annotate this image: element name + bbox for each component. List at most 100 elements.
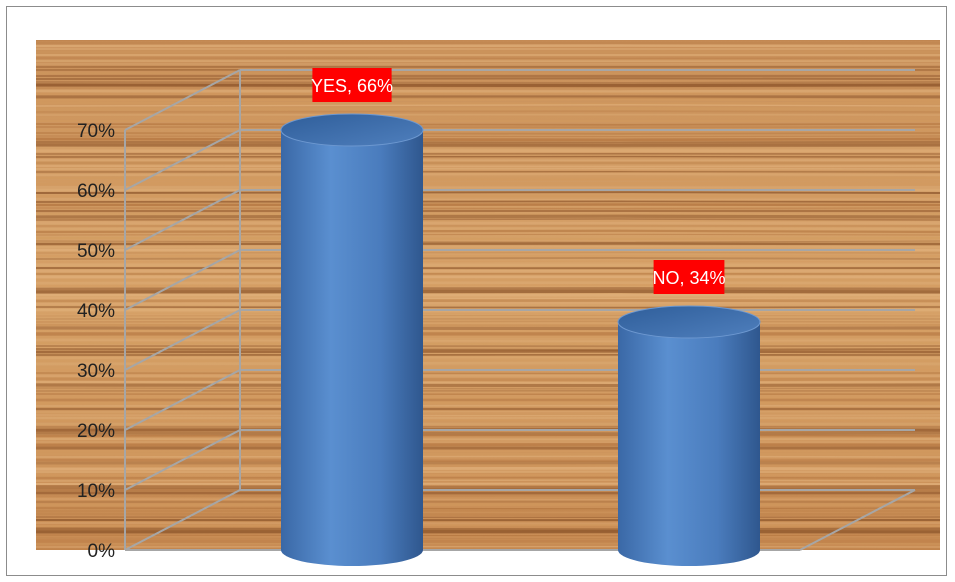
wood-grain-line — [36, 203, 940, 207]
wood-grain-line — [36, 530, 940, 534]
gridline-side — [124, 429, 241, 491]
wood-grain-line — [36, 537, 940, 540]
wood-grain-line — [36, 170, 940, 173]
wood-grain-line — [36, 89, 940, 94]
gridline-side — [124, 129, 241, 191]
wood-grain-line — [36, 416, 940, 420]
wood-grain-line — [36, 314, 940, 317]
wood-grain-line — [36, 256, 940, 260]
wood-grain-line — [36, 419, 940, 422]
wood-grain-line — [36, 503, 940, 507]
wood-grain-line — [36, 97, 940, 102]
wood-grain-line — [36, 332, 940, 337]
wood-grain-line — [36, 214, 940, 219]
wood-grain-line — [36, 393, 940, 395]
wood-grain-line — [36, 135, 940, 138]
wood-grain-line — [36, 407, 940, 411]
wood-grain-line — [36, 377, 940, 382]
bar-series — [280, 113, 761, 566]
wood-grain-line — [36, 438, 940, 441]
wood-grain-line — [36, 176, 940, 180]
wood-grain-line — [36, 115, 940, 120]
wood-grain-line — [36, 361, 940, 366]
data-label-box — [312, 68, 392, 102]
wood-grain-line — [36, 485, 940, 490]
wood-grain-line — [36, 507, 940, 510]
data-label-yes: YES, 66% — [311, 68, 393, 102]
wood-grain-line — [36, 305, 940, 309]
wood-grain-line — [36, 458, 940, 463]
wood-grain-line — [36, 289, 940, 294]
wood-grain-line — [36, 207, 940, 210]
y-tick-label: 10% — [77, 481, 115, 502]
wood-grain-line — [36, 297, 940, 300]
gridline-side — [124, 489, 241, 551]
wood-grain-line — [36, 431, 940, 436]
wood-grain-line — [36, 251, 940, 254]
wood-grain-line — [36, 491, 940, 496]
wood-grain-line — [36, 527, 940, 532]
wood-grain-line — [36, 57, 940, 60]
wood-grain-line — [36, 400, 940, 405]
wood-grain-line — [36, 466, 940, 471]
wood-grain-line — [36, 398, 940, 402]
wood-grain-line — [36, 320, 940, 323]
wood-grain-line — [36, 155, 940, 158]
gridline-side — [124, 309, 241, 371]
wood-grain-line — [36, 284, 940, 288]
wood-grain-line — [36, 86, 940, 89]
wood-grain-line — [36, 140, 940, 144]
wood-grain-line — [36, 242, 940, 246]
wood-grain-line — [36, 218, 940, 221]
wood-grain-line — [36, 515, 940, 519]
y-tick-label: 60% — [77, 181, 115, 202]
wood-grain-line — [36, 81, 940, 84]
wood-grain-line — [36, 110, 940, 113]
gridline-side — [124, 249, 241, 311]
wood-grain-line — [36, 339, 940, 343]
wood-grain-line — [36, 356, 940, 359]
y-tick-label: 0% — [88, 541, 116, 562]
wood-grain-line — [36, 383, 940, 388]
wood-grain-line — [36, 482, 940, 486]
wood-grain-line — [36, 161, 940, 165]
bar-body — [281, 130, 423, 566]
wood-grain-line — [36, 390, 940, 392]
data-labels: YES, 66% NO, 34% — [311, 68, 726, 294]
wood-grain-line — [36, 380, 940, 385]
wood-grain-line — [36, 443, 940, 447]
wood-grain-line — [36, 539, 940, 544]
wood-grain-line — [36, 348, 940, 351]
wood-grain-line — [36, 349, 940, 354]
wood-grain-line — [36, 476, 940, 479]
wood-grain-line — [36, 342, 940, 346]
wood-grain-line — [36, 233, 940, 236]
wood-grain-line — [36, 512, 940, 517]
wood-grain-line — [36, 190, 940, 194]
wood-grain-line — [36, 498, 940, 501]
wood-grain-line — [36, 137, 940, 142]
wood-grain-line — [36, 236, 940, 241]
y-tick-label: 20% — [77, 421, 115, 442]
data-label-box — [653, 260, 725, 294]
wood-grain-line — [36, 123, 940, 126]
wood-grain-line — [36, 194, 940, 198]
y-tick-label: 30% — [77, 361, 115, 382]
wood-grain-line — [36, 224, 940, 228]
wood-grain-line — [36, 277, 940, 282]
y-tick-label: 70% — [77, 121, 115, 142]
wood-grain-line — [36, 59, 940, 63]
gridline-side — [124, 369, 241, 431]
wood-grain-line — [36, 77, 940, 81]
data-label-text: NO, 34% — [652, 268, 725, 288]
gridline-side — [124, 189, 241, 251]
y-axis-tick-labels: 0% 10% 20% 30% 40% 50% 60% 70% — [77, 121, 115, 562]
wood-grain-line — [36, 461, 940, 466]
wood-grain-line — [36, 287, 940, 291]
plot-background — [36, 40, 940, 550]
bar-top — [617, 305, 761, 339]
wood-grain-line — [36, 91, 940, 96]
y-tick-label: 40% — [77, 301, 115, 322]
wood-grain-line — [36, 521, 940, 525]
data-label-text: YES, 66% — [311, 76, 393, 96]
